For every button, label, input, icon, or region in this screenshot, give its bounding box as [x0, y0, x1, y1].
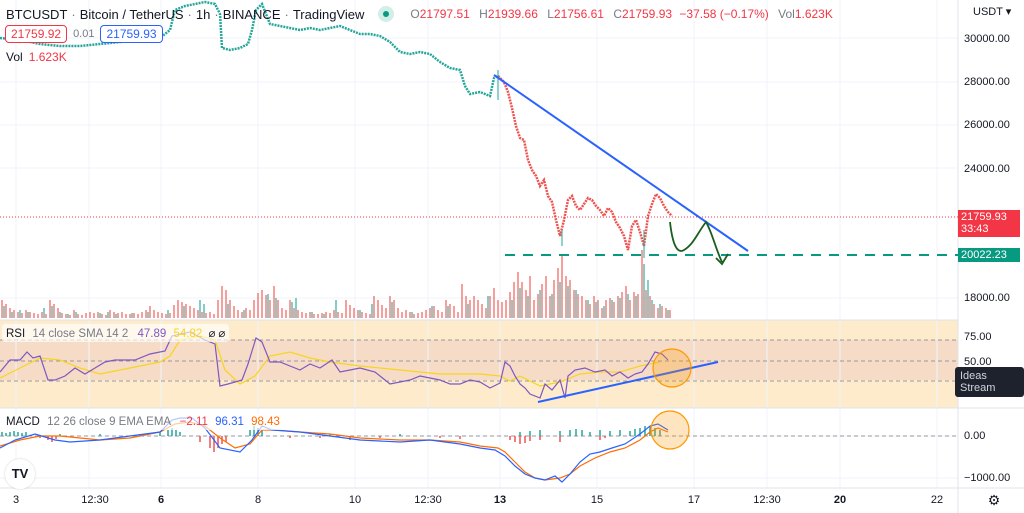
macd-value: 96.31: [215, 416, 244, 428]
open-value: 21797.51: [419, 7, 470, 21]
interval[interactable]: 1h: [195, 6, 211, 22]
low-value: 21756.61: [553, 7, 604, 21]
buy-sell-panel: 21759.92 0.01 21759.93: [5, 25, 163, 43]
time-tick: 3: [12, 494, 20, 506]
macd-tick: 0.00: [964, 430, 986, 442]
rsi-name: RSI: [6, 328, 26, 340]
high-value: 21939.66: [487, 7, 538, 21]
close-value: 21759.93: [621, 7, 673, 21]
rsi-tick: 75.00: [964, 331, 992, 343]
time-tick: 13: [493, 494, 507, 506]
time-tick: 12:30: [81, 494, 109, 506]
volume-label: Vol: [6, 50, 23, 64]
settings-gear-icon[interactable]: ⚙: [987, 492, 1001, 508]
vol-label: Vol: [778, 7, 795, 21]
macd-legend[interactable]: MACD 12 26 close 9 EMA EMA −2.11 96.31 9…: [2, 414, 284, 430]
rsi-sma-value: 54.82: [173, 328, 203, 340]
low-label: L: [547, 7, 554, 21]
data-source: TradingView: [292, 6, 365, 22]
time-tick: 22: [930, 494, 944, 506]
rsi-tick: 50.00: [964, 356, 992, 368]
symbol-description: Bitcoin / TetherUS: [79, 6, 184, 22]
exchange: BINANCE: [222, 6, 281, 22]
volume-value: 1.623K: [28, 50, 67, 64]
price-tick: 30000.00: [964, 33, 1010, 45]
time-tick: 17: [687, 494, 701, 506]
hide-icon[interactable]: ⌀: [218, 328, 226, 340]
tradingview-logo[interactable]: TV: [5, 459, 35, 489]
volume-legend[interactable]: Vol 1.623K: [6, 50, 67, 64]
price-tick: 18000.00: [964, 292, 1010, 304]
macd-signal-line: [0, 421, 669, 481]
open-label: O: [410, 7, 420, 21]
ideas-stream-tooltip: Ideas Stream: [955, 367, 1024, 397]
price-tick: 28000.00: [964, 76, 1010, 88]
current-price-value: 21759.93: [961, 211, 1007, 223]
symbol-ticker[interactable]: BTCUSDT: [6, 6, 68, 22]
macd-hist-value: −2.11: [179, 416, 208, 428]
macd-signal-value: 98.43: [251, 416, 280, 428]
spread-value: 0.01: [73, 28, 95, 40]
rsi-line: [0, 331, 669, 399]
current-price-tag: 21759.93 33:43: [958, 210, 1020, 237]
rsi-legend[interactable]: RSI 14 close SMA 14 2 47.89 54.82 ⌀ ⌀: [2, 324, 230, 342]
support-price-tag: 20022.23: [958, 248, 1020, 262]
rsi-trendline: [537, 361, 719, 403]
time-tick: 8: [254, 494, 262, 506]
change-value: −37.58 (−0.17%): [679, 7, 769, 21]
separator: ·: [214, 6, 219, 22]
time-tick: 15: [590, 494, 604, 506]
high-label: H: [479, 7, 488, 21]
separator: ·: [284, 6, 289, 22]
rsi-sma-line: [0, 335, 661, 387]
macd-highlight-circle: [650, 410, 690, 450]
price-tick: 24000.00: [964, 163, 1010, 175]
time-tick: 12:30: [414, 494, 442, 506]
macd-tick: −1000.00: [964, 472, 1011, 484]
vol-value: 1.623K: [794, 7, 833, 21]
ohlc-values: O21797.51 H21939.66 L21756.61 C21759.93 …: [404, 7, 832, 21]
buy-button[interactable]: 21759.93: [100, 25, 163, 43]
symbol-legend: BTCUSDT · Bitcoin / TetherUS · 1h · BINA…: [6, 6, 833, 22]
currency-label: USDT: [973, 6, 1003, 18]
macd-name: MACD: [6, 416, 40, 428]
price-tick: 26000.00: [964, 119, 1010, 131]
time-tick: 6: [157, 494, 165, 506]
rsi-value: 47.89: [137, 328, 167, 340]
chevron-down-icon: ▾: [1002, 6, 1012, 18]
separator: ·: [187, 6, 192, 22]
rsi-params: 14 close SMA 14 2: [32, 328, 129, 340]
projection-drawing: [669, 220, 729, 266]
sell-button[interactable]: 21759.92: [5, 25, 68, 43]
close-label: C: [613, 7, 622, 21]
time-tick: 20: [833, 494, 847, 506]
volume-bars: [1, 250, 671, 318]
separator: ·: [71, 6, 76, 22]
macd-params: 12 26 close 9 EMA EMA: [47, 416, 171, 428]
currency-selector[interactable]: USDT ▾: [973, 5, 1011, 18]
time-tick: 10: [348, 494, 362, 506]
time-tick: 12:30: [753, 494, 781, 506]
hide-icon[interactable]: ⌀: [208, 328, 216, 340]
market-status-icon[interactable]: [378, 6, 395, 22]
bar-countdown: 33:43: [961, 223, 989, 235]
macd-line: [0, 417, 669, 483]
rsi-band: [0, 340, 958, 380]
rsi-highlight-circle: [652, 348, 692, 388]
